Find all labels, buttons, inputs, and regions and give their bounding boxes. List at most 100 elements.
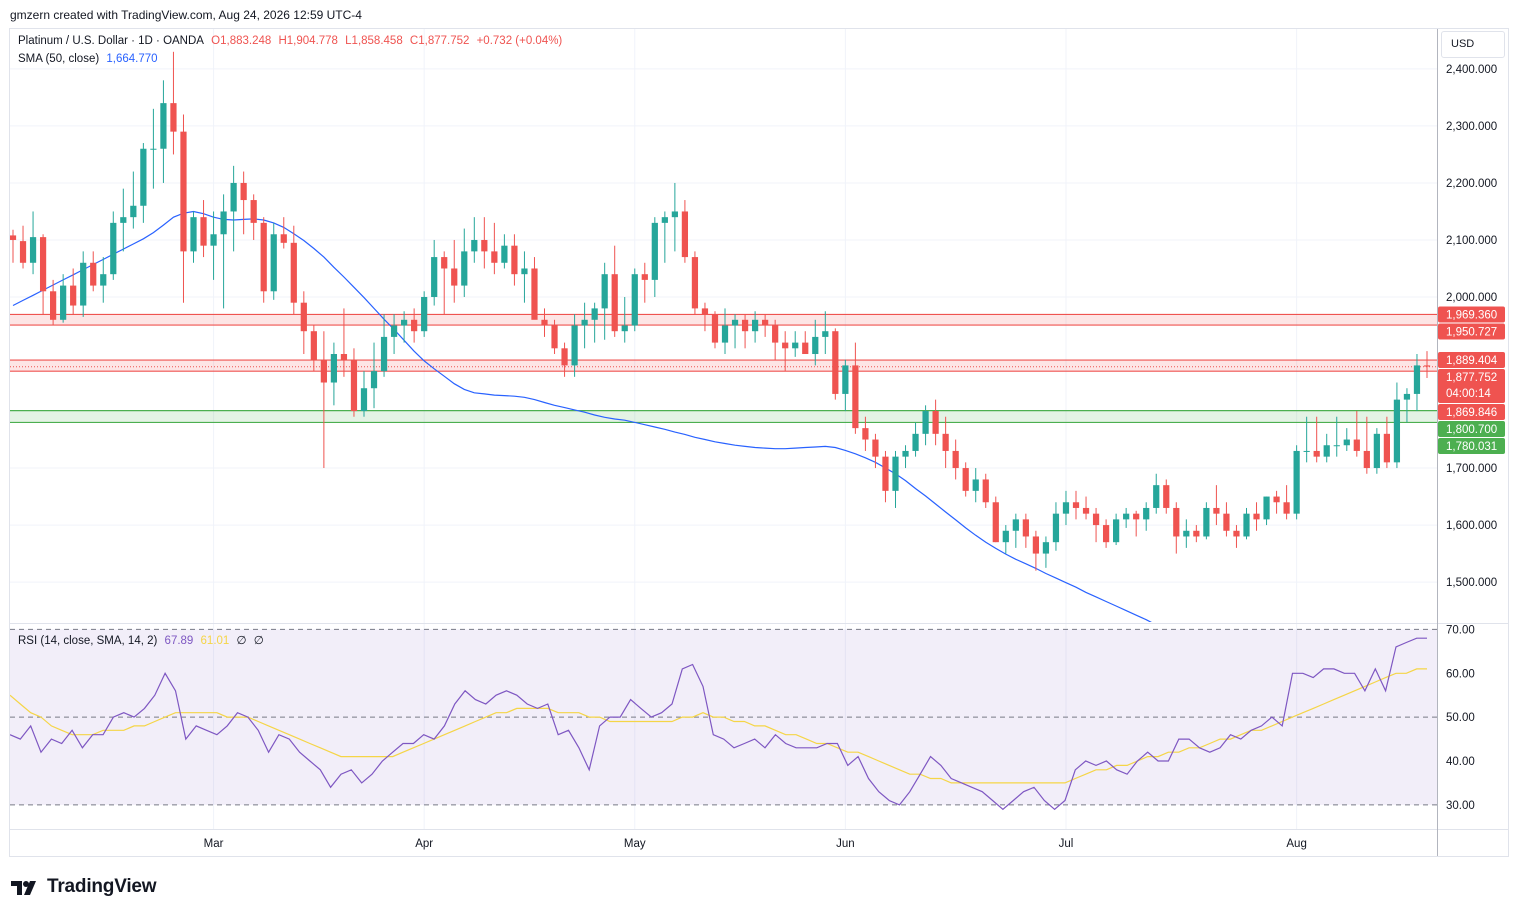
candle xyxy=(1333,416,1340,457)
candle xyxy=(892,450,899,508)
candle-body xyxy=(1102,525,1110,543)
candle-body xyxy=(421,296,428,332)
candle xyxy=(110,211,117,280)
tradingview-brand[interactable]: TradingView xyxy=(11,875,157,899)
candle xyxy=(240,171,247,235)
candle xyxy=(441,251,448,315)
candle xyxy=(130,171,137,229)
candle xyxy=(1413,354,1421,412)
candle xyxy=(521,251,528,303)
price-axis-tick: 2,400.000 xyxy=(1446,64,1497,76)
candle-body xyxy=(441,257,448,269)
candle-body xyxy=(571,325,578,366)
price-label-box xyxy=(1438,421,1505,438)
candle xyxy=(370,342,378,409)
candle xyxy=(1092,507,1100,543)
candle xyxy=(872,433,879,469)
candle-body xyxy=(591,308,598,320)
candle xyxy=(200,200,207,258)
candle xyxy=(1393,382,1401,469)
candle-body xyxy=(962,468,969,491)
tradingview-logo-icon xyxy=(11,881,36,895)
candle xyxy=(60,274,67,323)
candle-body xyxy=(210,234,217,246)
price-label-text: 1,950.727 xyxy=(1446,326,1497,338)
candle-body xyxy=(581,319,588,326)
candle-body xyxy=(170,103,177,132)
candle xyxy=(39,234,47,315)
candle xyxy=(250,194,257,240)
candle-body xyxy=(1253,513,1260,520)
candle xyxy=(330,342,338,406)
sma-label[interactable]: SMA (50, close) xyxy=(18,53,100,65)
candle-body xyxy=(1193,530,1200,537)
candle xyxy=(1022,513,1029,548)
rsi-line xyxy=(10,637,1427,811)
candle xyxy=(822,311,829,355)
candle-body xyxy=(501,245,508,263)
candle xyxy=(611,245,618,337)
candle xyxy=(471,217,478,263)
candle xyxy=(70,268,77,315)
price-label: 1,950.727 xyxy=(1438,323,1505,340)
candle-body xyxy=(370,371,378,389)
candle xyxy=(1113,513,1120,546)
candle xyxy=(1203,502,1210,540)
candle-body xyxy=(711,314,719,343)
candle xyxy=(852,342,859,434)
candle-body xyxy=(631,274,638,326)
candle-body xyxy=(751,319,759,332)
currency-button[interactable]: USD xyxy=(1441,31,1505,58)
price-labels-layer: 1,969.360 1,950.727 1,889.404 1,877.752 04:0… xyxy=(1438,306,1505,455)
candle-body xyxy=(140,148,147,206)
candle-body xyxy=(942,433,949,451)
candle xyxy=(1323,433,1330,463)
candle xyxy=(1303,416,1310,463)
candle-body xyxy=(812,336,819,355)
candle-body xyxy=(1303,450,1310,452)
candle xyxy=(561,342,568,377)
candle-body xyxy=(50,291,57,320)
candle xyxy=(260,217,267,303)
price-label: 1,889.404 xyxy=(1438,352,1505,369)
price-axis-tick: 2,300.000 xyxy=(1446,121,1497,133)
candle xyxy=(501,234,508,269)
candle xyxy=(792,331,799,357)
candle-body xyxy=(1293,450,1300,514)
rsi-sma-value: 61.01 xyxy=(200,635,230,647)
candle-body xyxy=(150,148,157,150)
candle-body xyxy=(802,342,809,355)
candle xyxy=(1052,502,1060,551)
price-label: 1,800.700 xyxy=(1438,421,1505,438)
ohlc-close: C1,877.752 xyxy=(409,35,470,47)
candle xyxy=(952,439,959,480)
candle xyxy=(461,228,468,297)
price-label-text: 1,889.404 xyxy=(1446,355,1498,367)
rsi-label[interactable]: RSI (14, close, SMA, 14, 2) xyxy=(18,635,158,647)
candle xyxy=(120,188,127,252)
candle-body xyxy=(200,217,207,246)
candle-body xyxy=(1383,433,1390,463)
price-label: 1,869.846 xyxy=(1438,404,1505,421)
ohlc-high: H1,904.778 xyxy=(278,35,338,47)
sma-line xyxy=(12,210,1152,622)
candle xyxy=(160,80,167,183)
candle xyxy=(671,182,678,252)
candle xyxy=(621,296,628,343)
candle xyxy=(802,331,809,355)
candle-body xyxy=(872,439,879,457)
candle xyxy=(1082,496,1090,520)
candle-body xyxy=(290,242,297,303)
ohlc-change: +0.732 (+0.04%) xyxy=(476,35,563,47)
symbol-title[interactable]: Platinum / U.S. Dollar · 1D · OANDA xyxy=(18,35,204,47)
candle-body xyxy=(90,262,97,286)
candle xyxy=(210,211,217,280)
candle-body xyxy=(741,319,749,332)
candle xyxy=(531,257,538,320)
candle-body xyxy=(1393,399,1401,463)
candle-body xyxy=(380,336,388,372)
candle xyxy=(912,422,919,457)
candle xyxy=(491,222,498,275)
candle-body xyxy=(260,222,267,292)
